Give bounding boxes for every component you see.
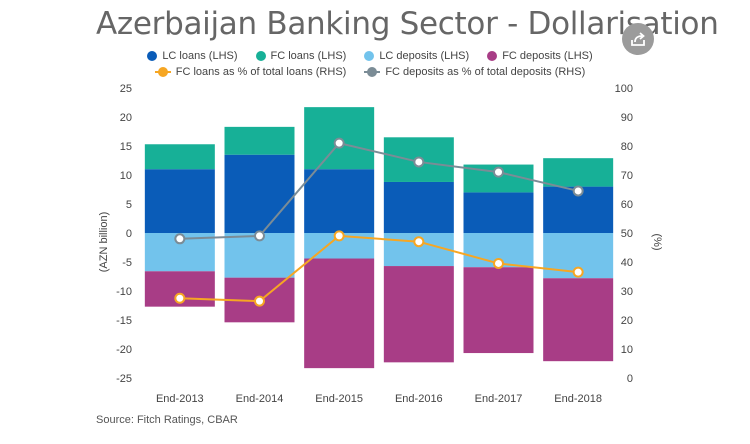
y-tick-label: 20: [120, 112, 132, 124]
y-tick-label: 0: [126, 228, 132, 240]
bar-fc-loans-lhs--end-2018[interactable]: [543, 158, 614, 187]
bar-fc-loans-lhs--end-2015[interactable]: [304, 107, 375, 170]
bar-lc-deposits-lhs--end-2014[interactable]: [224, 233, 295, 278]
y2-axis-label: (%): [651, 233, 663, 250]
legend-item-row2-1[interactable]: FC deposits as % of total deposits (RHS): [364, 66, 585, 78]
y-tick-label: 15: [120, 141, 132, 153]
point-fc-deposits-as-of-total-deposits-rhs-end-2016[interactable]: [413, 156, 425, 168]
y2-tick-label: 100: [615, 83, 633, 95]
bar-fc-loans-lhs--end-2013[interactable]: [144, 144, 215, 170]
bar-lc-deposits-lhs--end-2015[interactable]: [304, 233, 375, 259]
point-fc-deposits-as-of-total-deposits-rhs-end-2017[interactable]: [493, 166, 504, 178]
y2-tick-label: 10: [621, 344, 633, 356]
legend-swatch: [364, 51, 375, 61]
legend-label: LC loans (LHS): [162, 50, 238, 62]
y2-tick-label: 70: [621, 170, 633, 182]
y-tick-label: 5: [126, 199, 132, 211]
y2-tick-label: 30: [621, 286, 633, 298]
legend-swatch: [147, 51, 158, 61]
point-fc-deposits-as-of-total-deposits-rhs-end-2013[interactable]: [174, 233, 186, 245]
line-fc-loans-as-of-total-loans-rhs: [179, 234, 579, 303]
y-tick-label: -5: [122, 257, 132, 269]
y2-tick-label: 0: [627, 373, 633, 385]
legend-swatch: [364, 67, 381, 77]
legend-label: FC loans (LHS): [270, 50, 347, 62]
legend-row-1: LC loans (LHS) FC loans (LHS) LC deposits …: [90, 48, 650, 64]
bar-lc-loans-lhs--end-2017[interactable]: [463, 192, 534, 233]
share-button[interactable]: [622, 23, 654, 55]
line-fc-deposits-as-of-total-deposits-rhs: [179, 141, 579, 240]
chart-title: Azerbaijan Banking Sector - Dollarisatio…: [96, 6, 719, 42]
chart-legend: LC loans (LHS) FC loans (LHS) LC deposits …: [90, 48, 650, 80]
y-tick-label: -20: [116, 344, 132, 356]
bar-lc-deposits-lhs--end-2018[interactable]: [543, 233, 614, 279]
bar-fc-deposits-lhs--end-2017[interactable]: [463, 267, 534, 354]
x-tick-label: End-2017: [475, 393, 523, 405]
share-icon: [631, 32, 645, 46]
y-axis-label: (AZN billion): [98, 212, 110, 273]
x-tick-label: End-2013: [156, 393, 204, 405]
legend-row-2: FC loans as % of total loans (RHS) FC dep…: [90, 64, 650, 80]
point-fc-deposits-as-of-total-deposits-rhs-end-2014[interactable]: [254, 230, 265, 242]
legend-label: FC loans as % of total loans (RHS): [175, 66, 347, 78]
y-tick-label: -25: [116, 373, 132, 385]
x-tick-label: End-2015: [315, 393, 363, 405]
y-tick-label: 10: [120, 170, 132, 182]
y2-tick-label: 60: [621, 199, 633, 211]
legend-swatch: [255, 51, 266, 61]
bar-lc-loans-lhs--end-2015[interactable]: [304, 169, 375, 233]
bar-fc-deposits-lhs--end-2013[interactable]: [144, 271, 215, 307]
bar-fc-loans-lhs--end-2014[interactable]: [224, 126, 295, 155]
legend-swatch: [154, 67, 171, 77]
point-fc-loans-as-of-total-loans-rhs-end-2015[interactable]: [333, 230, 345, 242]
bar-fc-deposits-lhs--end-2015[interactable]: [304, 258, 375, 369]
y2-tick-label: 90: [621, 112, 633, 124]
legend-label: FC deposits (LHS): [502, 50, 593, 62]
bar-fc-deposits-lhs--end-2014[interactable]: [224, 277, 295, 323]
y2-tick-label: 20: [621, 315, 633, 327]
y-tick-label: -15: [116, 315, 132, 327]
legend-item-row1-1[interactable]: FC loans (LHS): [255, 50, 347, 62]
bar-lc-loans-lhs--end-2014[interactable]: [224, 154, 295, 233]
x-tick-label: End-2014: [236, 393, 284, 405]
point-fc-deposits-as-of-total-deposits-rhs-end-2015[interactable]: [333, 137, 345, 149]
y2-tick-label: 40: [621, 257, 633, 269]
legend-item-row2-0[interactable]: FC loans as % of total loans (RHS): [154, 66, 347, 78]
legend-label: LC deposits (LHS): [379, 50, 470, 62]
y2-tick-label: 50: [621, 228, 633, 240]
point-fc-loans-as-of-total-loans-rhs-end-2013[interactable]: [174, 292, 186, 304]
source-note: Source: Fitch Ratings, CBAR: [96, 414, 238, 426]
y2-tick-label: 80: [621, 141, 633, 153]
x-tick-label: End-2018: [554, 393, 602, 405]
legend-item-row1-3[interactable]: FC deposits (LHS): [487, 50, 593, 62]
y-tick-label: -10: [116, 286, 132, 298]
bar-lc-deposits-lhs--end-2013[interactable]: [144, 233, 215, 272]
legend-label: FC deposits as % of total deposits (RHS): [385, 66, 586, 78]
bar-lc-loans-lhs--end-2016[interactable]: [383, 181, 454, 233]
point-fc-loans-as-of-total-loans-rhs-end-2016[interactable]: [413, 236, 425, 248]
point-fc-loans-as-of-total-loans-rhs-end-2018[interactable]: [572, 266, 584, 278]
legend-item-row1-0[interactable]: LC loans (LHS): [147, 50, 238, 62]
bar-lc-loans-lhs--end-2018[interactable]: [543, 186, 614, 233]
bar-lc-loans-lhs--end-2013[interactable]: [144, 169, 215, 233]
point-fc-deposits-as-of-total-deposits-rhs-end-2018[interactable]: [572, 185, 584, 197]
bar-lc-deposits-lhs--end-2016[interactable]: [383, 233, 454, 267]
bar-fc-deposits-lhs--end-2016[interactable]: [383, 266, 454, 363]
y-tick-label: 25: [120, 83, 132, 95]
point-fc-loans-as-of-total-loans-rhs-end-2014[interactable]: [254, 295, 265, 307]
legend-swatch: [487, 51, 498, 61]
bar-fc-deposits-lhs--end-2018[interactable]: [543, 278, 614, 362]
bar-lc-deposits-lhs--end-2017[interactable]: [463, 233, 534, 268]
bar-fc-loans-lhs--end-2016[interactable]: [383, 137, 454, 182]
x-tick-label: End-2016: [395, 393, 443, 405]
legend-item-row1-2[interactable]: LC deposits (LHS): [364, 50, 469, 62]
point-fc-loans-as-of-total-loans-rhs-end-2017[interactable]: [493, 257, 504, 269]
bar-fc-loans-lhs--end-2017[interactable]: [463, 164, 534, 193]
